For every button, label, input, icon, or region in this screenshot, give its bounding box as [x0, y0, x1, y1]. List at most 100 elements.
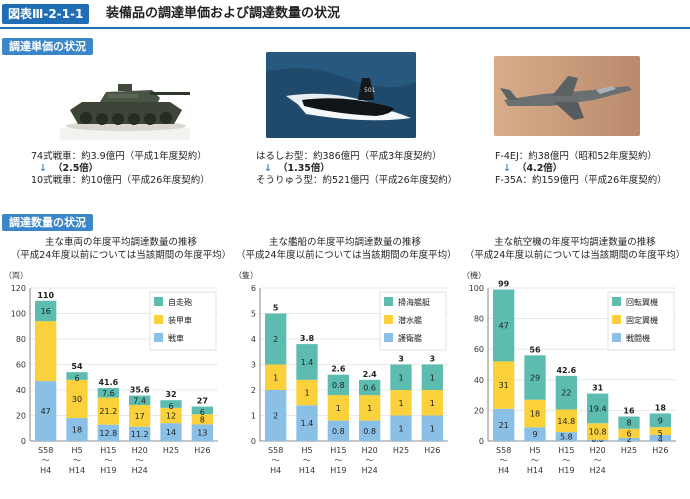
aircraft-y-tick-label: 20: [474, 406, 484, 415]
ship-x-tick-label: 〜: [334, 456, 342, 465]
vehicle-legend-label: 自走砲: [168, 297, 192, 307]
vehicle-segment-label: 16: [41, 307, 51, 316]
vehicle-chart-title: 主な車両の年度平均調達数量の推移: [44, 237, 197, 248]
ship-segment-label: 0.8: [363, 427, 376, 436]
vehicle-bar-segment: [35, 300, 57, 322]
vehicle-x-tick-label: S58: [38, 446, 53, 455]
ship-bar-segment: [296, 344, 318, 380]
ship-bar-segment: [421, 364, 443, 390]
ship-bar-segment: [327, 420, 349, 441]
ship-x-tick-label: H19: [330, 466, 346, 475]
tank-photo: [60, 58, 190, 140]
vehicle-total-label: 35.6: [130, 386, 150, 395]
vehicle-segment-label: 21.2: [99, 407, 117, 416]
ship-segment-label: 1: [273, 373, 278, 382]
aircraft-chart-title: 主な航空機の年度平均調達数量の推移: [494, 237, 656, 248]
vehicle-x-tick-label: H19: [100, 466, 116, 475]
submarine-illustration: 501: [266, 52, 416, 138]
ship-x-tick-label: 〜: [303, 456, 311, 465]
ship-y-tick-label: 1: [251, 412, 256, 421]
ship-segment-label: 0.8: [332, 427, 345, 436]
price-item-submarine-new: そうりゅう型：約521億円（平成26年度契約）: [256, 175, 458, 186]
aircraft-segment-label: 5.8: [560, 433, 573, 442]
ship-bar-segment: [296, 405, 318, 441]
aircraft-x-tick-label: H15: [558, 446, 574, 455]
aircraft-x-tick-label: 〜: [500, 456, 508, 465]
vehicle-legend-swatch: [154, 333, 163, 342]
ship-segment-label: 1: [398, 373, 403, 382]
ship-segment-label: 1: [367, 404, 372, 413]
ship-bar-segment: [265, 390, 287, 441]
ship-segment-label: 1: [430, 424, 435, 433]
vehicle-legend-swatch: [154, 315, 163, 324]
aircraft-x-tick-label: H4: [498, 466, 509, 475]
vehicle-bar-segment: [160, 423, 182, 441]
aircraft-y-tick-label: 100: [469, 284, 484, 293]
vehicle-y-tick-label: 120: [11, 284, 26, 293]
price-item-fighter-new: F-35A：約159億円（平成26年度契約）: [495, 175, 667, 186]
aircraft-chart-subtitle: （平成24年度以前については当該期間の年度平均）: [464, 250, 686, 261]
vehicle-segment-label: 30: [72, 395, 82, 404]
ship-segment-label: 2: [273, 335, 278, 344]
vehicle-segment-label: 12: [166, 412, 176, 421]
vehicle-total-label: 27: [197, 397, 208, 406]
ship-total-label: 2.6: [331, 365, 346, 374]
vehicle-legend-label: 戦車: [168, 333, 184, 343]
vehicle-segment-label: 13: [197, 429, 207, 438]
aircraft-total-label: 18: [655, 403, 667, 412]
hull-number: 501: [364, 87, 376, 94]
aircraft-total-label: 99: [498, 280, 510, 289]
vehicle-segment-label: 8: [200, 415, 205, 424]
vehicle-y-tick-label: 20: [16, 412, 26, 421]
ship-segment-label: 2: [273, 412, 278, 421]
vehicle-segment-label: 7.4: [133, 396, 146, 405]
aircraft-x-tick-label: H14: [527, 466, 543, 475]
vehicle-segment-label: 17: [135, 412, 145, 421]
aircraft-bar-segment: [493, 361, 515, 409]
aircraft-x-tick-label: H24: [590, 466, 606, 475]
aircraft-legend-label: 固定翼機: [626, 315, 658, 325]
ship-y-tick-label: 4: [251, 335, 256, 344]
price-item-fighter-old: F-4EJ：約38億円（昭和52年度契約）: [495, 151, 657, 162]
ship-bar-segment: [390, 364, 412, 390]
aircraft-segment-label: 10.8: [589, 428, 607, 437]
aircraft-segment-label: 47: [499, 321, 509, 330]
aircraft-bar-segment: [493, 408, 515, 441]
ship-chart-title-block: 主な艦船の年度平均調達数量の推移 （平成24年度以前については当該期間の年度平均…: [236, 236, 457, 262]
ship-x-tick-label: 〜: [272, 456, 280, 465]
ship-legend-swatch: [384, 315, 393, 324]
aircraft-segment-label: 2: [626, 435, 631, 444]
vehicle-segment-label: 12.8: [99, 429, 117, 438]
aircraft-x-tick-label: 〜: [562, 456, 570, 465]
vehicle-x-tick-label: 〜: [136, 456, 144, 465]
ship-bar-segment: [327, 395, 349, 421]
vehicle-legend-swatch: [154, 297, 163, 306]
vehicle-x-tick-label: 〜: [104, 456, 112, 465]
vehicle-x-tick-label: H26: [194, 446, 210, 455]
ship-y-tick-label: 0: [251, 437, 256, 446]
ship-y-tick-label: 6: [251, 284, 256, 293]
aircraft-bar-segment: [524, 355, 546, 400]
aircraft-bar-segment: [587, 393, 609, 424]
aircraft-segment-label: 21: [499, 421, 509, 430]
ship-legend-swatch: [384, 297, 393, 306]
ship-x-tick-label: H24: [362, 466, 378, 475]
aircraft-x-tick-label: 〜: [594, 456, 602, 465]
ship-total-label: 3: [398, 355, 404, 364]
vehicle-y-unit-label: （両）: [4, 271, 28, 280]
ship-legend-label: 潜水艦: [398, 315, 422, 325]
vehicle-procurement-chart: （両）0204060801001204716110S58〜H41830654H5…: [4, 271, 218, 475]
aircraft-total-label: 31: [592, 384, 604, 393]
aircraft-bar-segment: [493, 289, 515, 362]
vehicle-y-tick-label: 40: [16, 386, 26, 395]
vehicle-y-tick-label: 0: [21, 437, 26, 446]
aircraft-segment-label: 19.4: [589, 404, 607, 413]
aircraft-segment-label: 9: [532, 430, 537, 439]
aircraft-bar-segment: [649, 413, 671, 428]
aircraft-y-tick-label: 80: [474, 315, 484, 324]
price-item-fighter: F-4EJ：約38億円（昭和52年度契約） ↓ （4.2倍） F-35A：約159…: [495, 151, 667, 187]
vehicle-segment-label: 7.6: [102, 389, 115, 398]
ship-bar-segment: [421, 415, 443, 441]
quantity-section-label: 調達数量の状況: [2, 214, 93, 231]
aircraft-bar-segment: [524, 399, 546, 428]
